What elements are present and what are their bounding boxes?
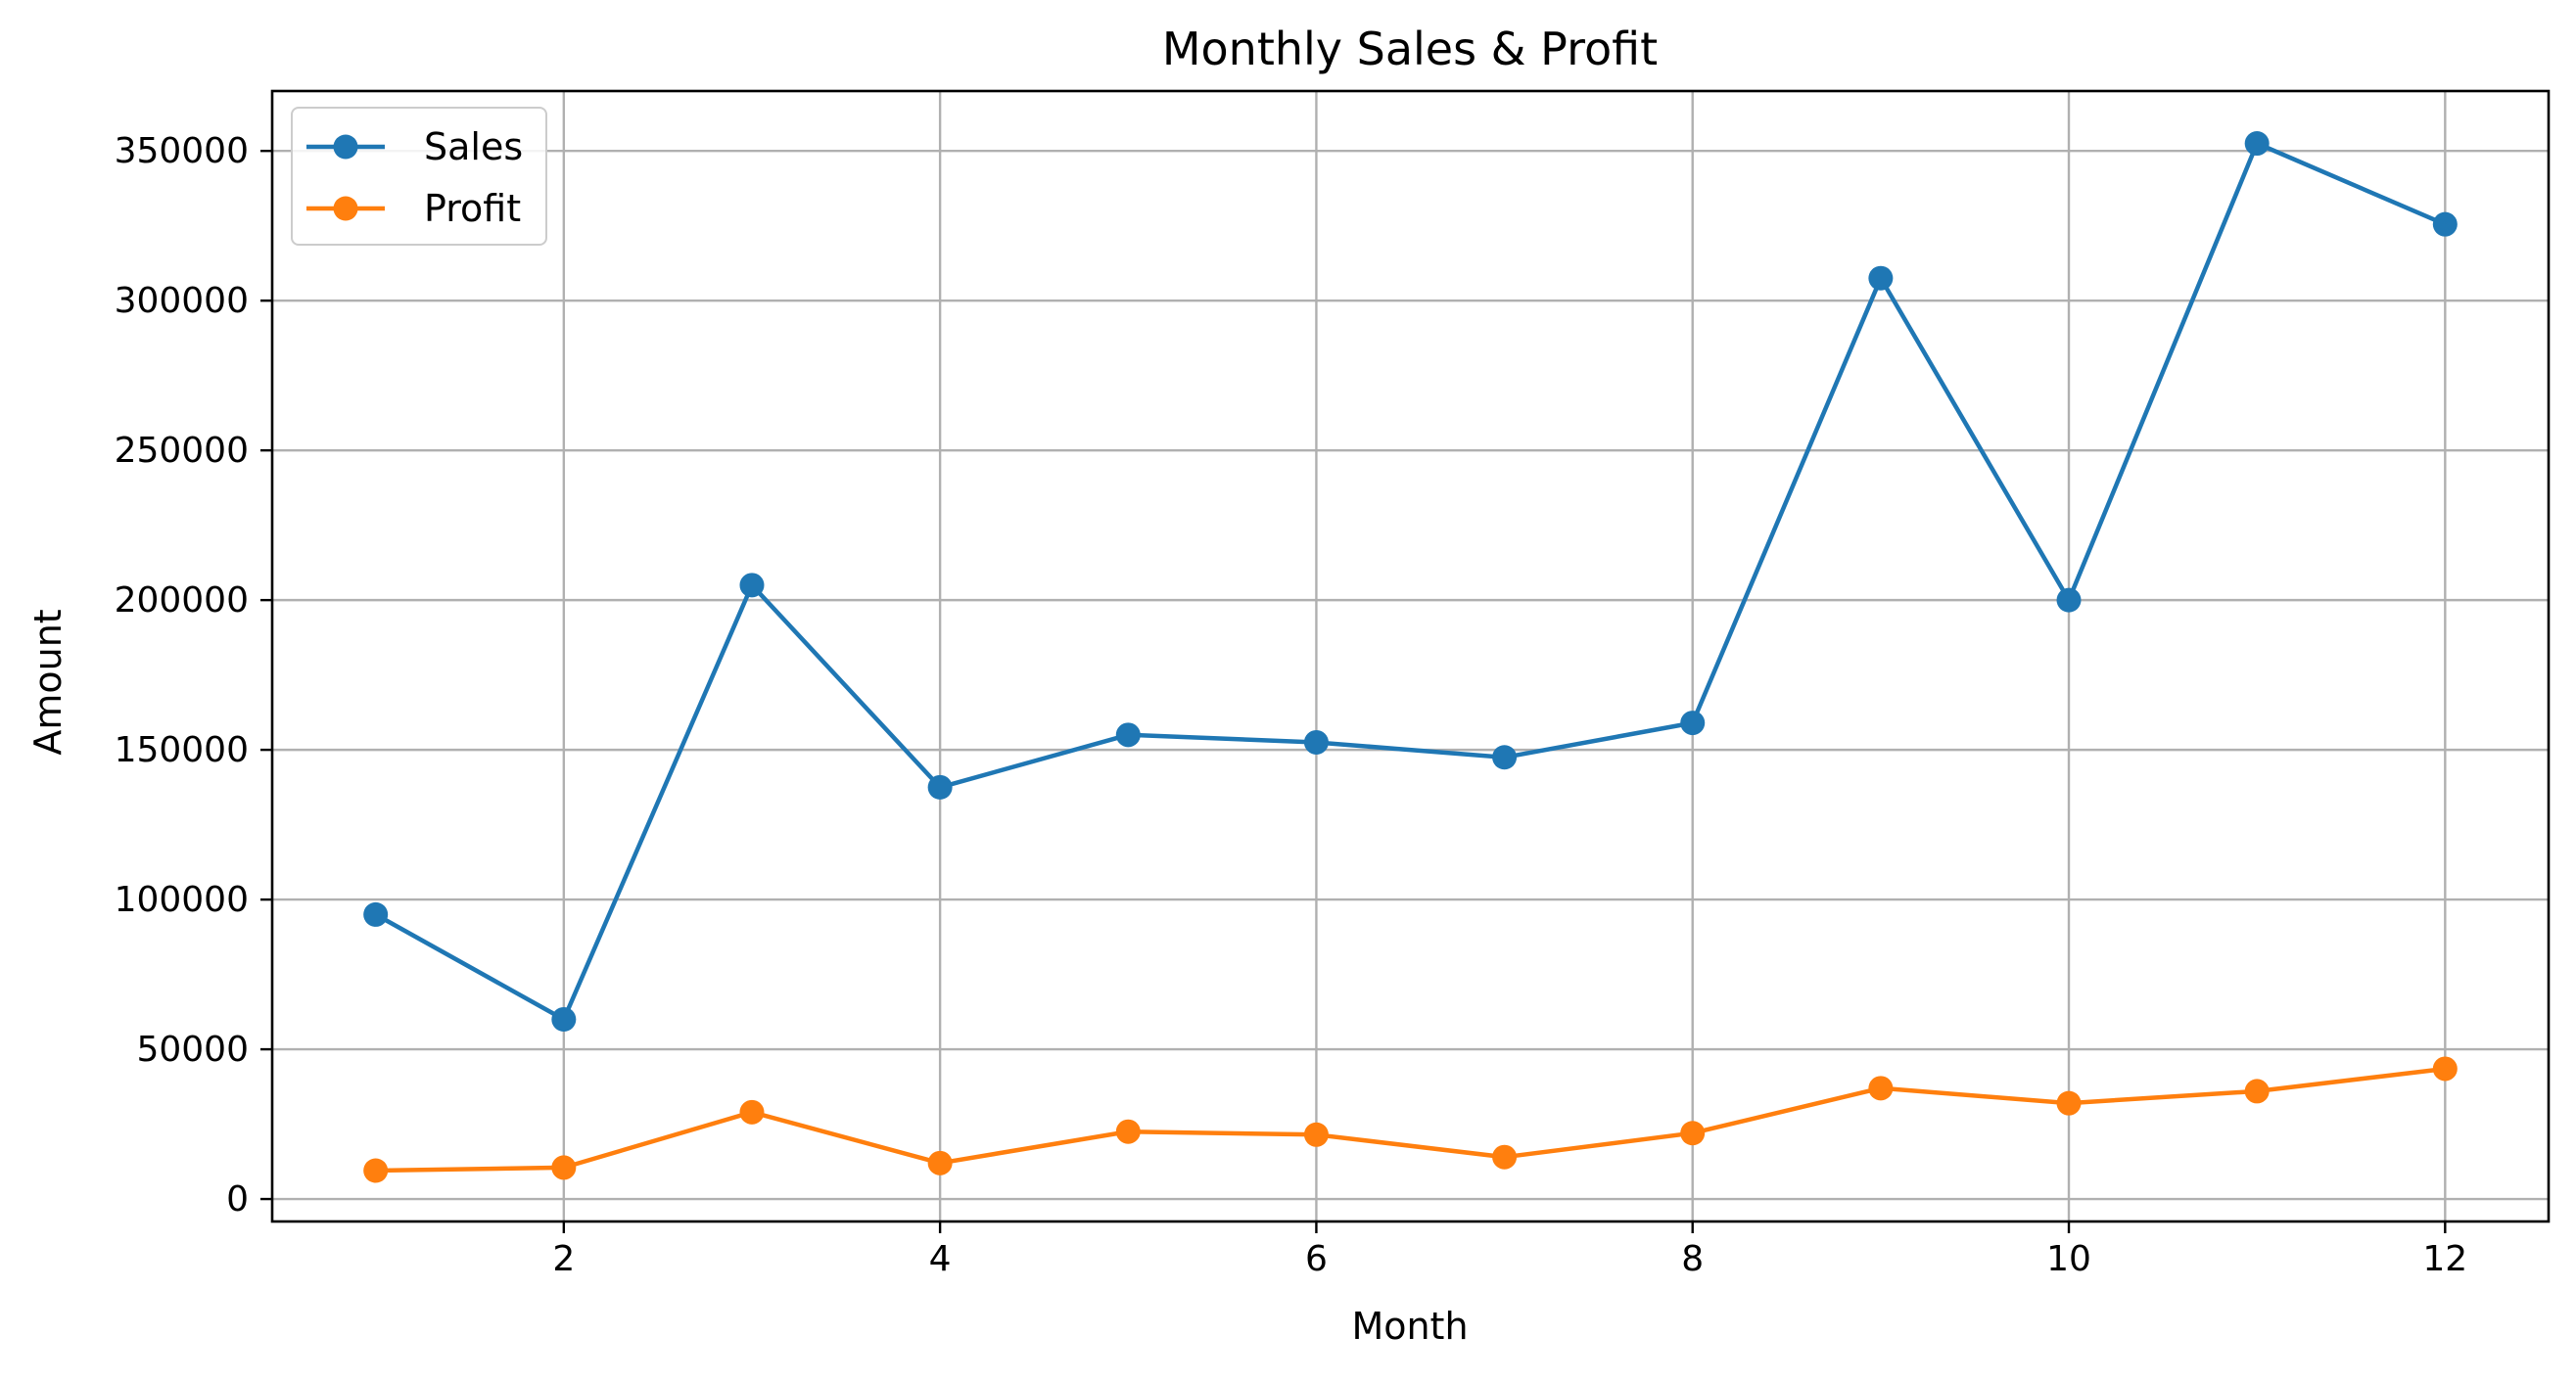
data-point-profit xyxy=(739,1099,765,1125)
data-point-profit xyxy=(1680,1121,1706,1146)
y-tick-label: 50000 xyxy=(136,1030,249,1070)
data-point-sales xyxy=(739,573,765,598)
data-point-sales xyxy=(927,774,953,800)
y-tick-label: 300000 xyxy=(115,281,249,321)
axes-layer: 2 4 6 8 10 12 0 50000 100000 150000 200000 250000 30… xyxy=(115,89,2551,1279)
data-point-profit xyxy=(1303,1122,1329,1147)
series-layer xyxy=(363,131,2458,1183)
series-line-profit xyxy=(373,1066,2448,1174)
legend-label-profit: Profit xyxy=(424,187,521,230)
x-tick-label: 8 xyxy=(1681,1239,1704,1279)
data-point-profit xyxy=(551,1155,577,1180)
data-point-sales xyxy=(1115,722,1141,748)
x-tick-label: 2 xyxy=(552,1239,575,1279)
data-point-profit xyxy=(2432,1056,2458,1082)
data-point-profit xyxy=(1492,1144,1518,1170)
data-point-sales xyxy=(1492,745,1518,770)
data-point-sales xyxy=(2244,131,2270,157)
series-profit xyxy=(363,1056,2458,1183)
data-point-profit xyxy=(2244,1079,2270,1104)
data-point-profit xyxy=(2056,1090,2082,1116)
data-point-profit xyxy=(363,1158,389,1183)
x-axis-label: Month xyxy=(1351,1305,1468,1348)
y-axis-label: Amount xyxy=(26,609,70,755)
y-tick-label: 200000 xyxy=(115,580,249,621)
data-point-sales xyxy=(2056,587,2082,613)
data-point-sales xyxy=(551,1006,577,1032)
data-point-profit xyxy=(1868,1076,1894,1101)
y-tick-label: 0 xyxy=(226,1179,249,1220)
x-tick-label: 6 xyxy=(1305,1239,1328,1279)
data-point-sales xyxy=(1680,711,1706,736)
x-tick-label: 12 xyxy=(2422,1239,2467,1279)
data-point-profit xyxy=(1115,1119,1141,1144)
data-point-sales xyxy=(1303,729,1329,755)
legend-marker-sales xyxy=(333,134,358,160)
data-point-profit xyxy=(927,1150,953,1175)
data-point-sales xyxy=(2432,211,2458,237)
legend-marker-profit xyxy=(333,196,358,221)
x-tick-label: 10 xyxy=(2046,1239,2091,1279)
legend-label-sales: Sales xyxy=(424,125,523,168)
y-tick-label: 350000 xyxy=(115,131,249,171)
x-tick-label: 4 xyxy=(929,1239,952,1279)
legend: Sales Profit xyxy=(291,107,547,246)
series-line-sales xyxy=(372,141,2449,1022)
data-point-sales xyxy=(1868,265,1894,291)
data-point-sales xyxy=(363,901,389,927)
y-tick-label: 100000 xyxy=(115,880,249,920)
y-tick-label: 250000 xyxy=(115,431,249,471)
plot-frame xyxy=(270,89,2551,1223)
series-sales xyxy=(363,131,2458,1032)
y-tick-label: 150000 xyxy=(115,730,249,770)
chart-title: Monthly Sales & Profit xyxy=(1162,23,1658,75)
